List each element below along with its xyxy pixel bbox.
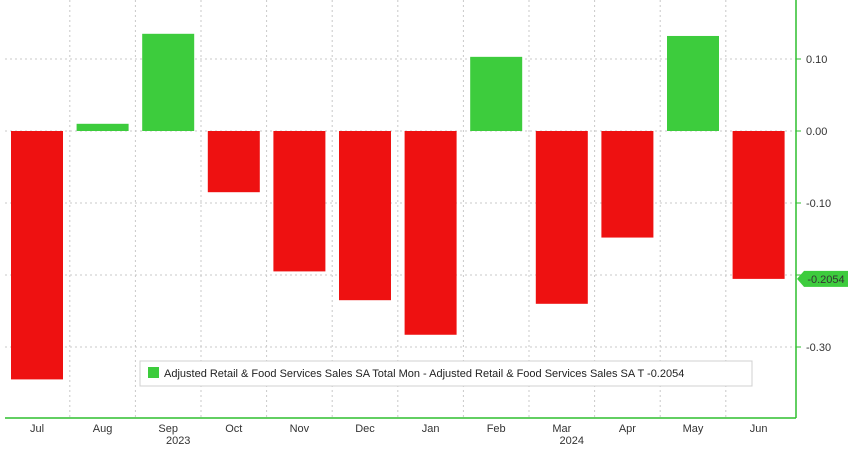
y-axis: 0.10 0.00 -0.10 -0.30 -0.2054: [5, 0, 848, 419]
bar-sep: [142, 33, 195, 131]
legend-box: [139, 360, 753, 387]
y-tick-label: -0.30: [806, 342, 831, 354]
bar-jul: [11, 131, 63, 380]
x-tick-label: Mar: [552, 423, 571, 435]
x-year-label: 2023: [166, 435, 190, 447]
last-value-tag: -0.2054: [797, 270, 848, 287]
x-tick-label: Aug: [93, 423, 113, 435]
legend: Adjusted Retail & Food Services Sales SA…: [139, 360, 753, 387]
gridlines: [5, 0, 796, 418]
bar-apr: [601, 131, 654, 238]
legend-swatch: [148, 367, 159, 378]
y-tick-label: -0.10: [806, 198, 831, 210]
x-tick-label: Jul: [30, 423, 44, 435]
bar-jan: [404, 131, 457, 335]
x-tick-label: Feb: [487, 423, 506, 435]
y-tick-label: 0.10: [806, 54, 827, 66]
bar-jun: [732, 131, 785, 279]
x-year-label: 2024: [560, 435, 584, 447]
legend-entry-label: Adjusted Retail & Food Services Sales SA…: [164, 368, 684, 380]
bar-oct: [207, 131, 260, 193]
bar-mar: [535, 131, 588, 304]
x-tick-label: May: [683, 423, 704, 435]
x-tick-label: Dec: [355, 423, 375, 435]
x-tick-label: Jan: [422, 423, 440, 435]
x-tick-label: Sep: [158, 423, 178, 435]
x-tick-label: Nov: [290, 423, 310, 435]
bar-dec: [339, 131, 391, 301]
y-tick-label: 0.00: [806, 126, 827, 138]
last-value-pointer: [797, 270, 804, 287]
x-tick-label: Oct: [225, 423, 242, 435]
last-value-text: -0.2054: [807, 274, 844, 286]
bars: [11, 33, 785, 380]
bar-may: [667, 35, 719, 131]
bar-feb: [470, 56, 523, 132]
last-value-box: [804, 270, 848, 287]
bar-nov: [273, 131, 326, 272]
x-axis-labels: Jul Aug Sep Oct Nov Dec Jan Feb Mar Apr May Jun 2023…: [30, 423, 768, 447]
x-tick-label: Apr: [619, 423, 636, 435]
x-tick-label: Jun: [750, 423, 768, 435]
bar-aug: [76, 123, 129, 131]
